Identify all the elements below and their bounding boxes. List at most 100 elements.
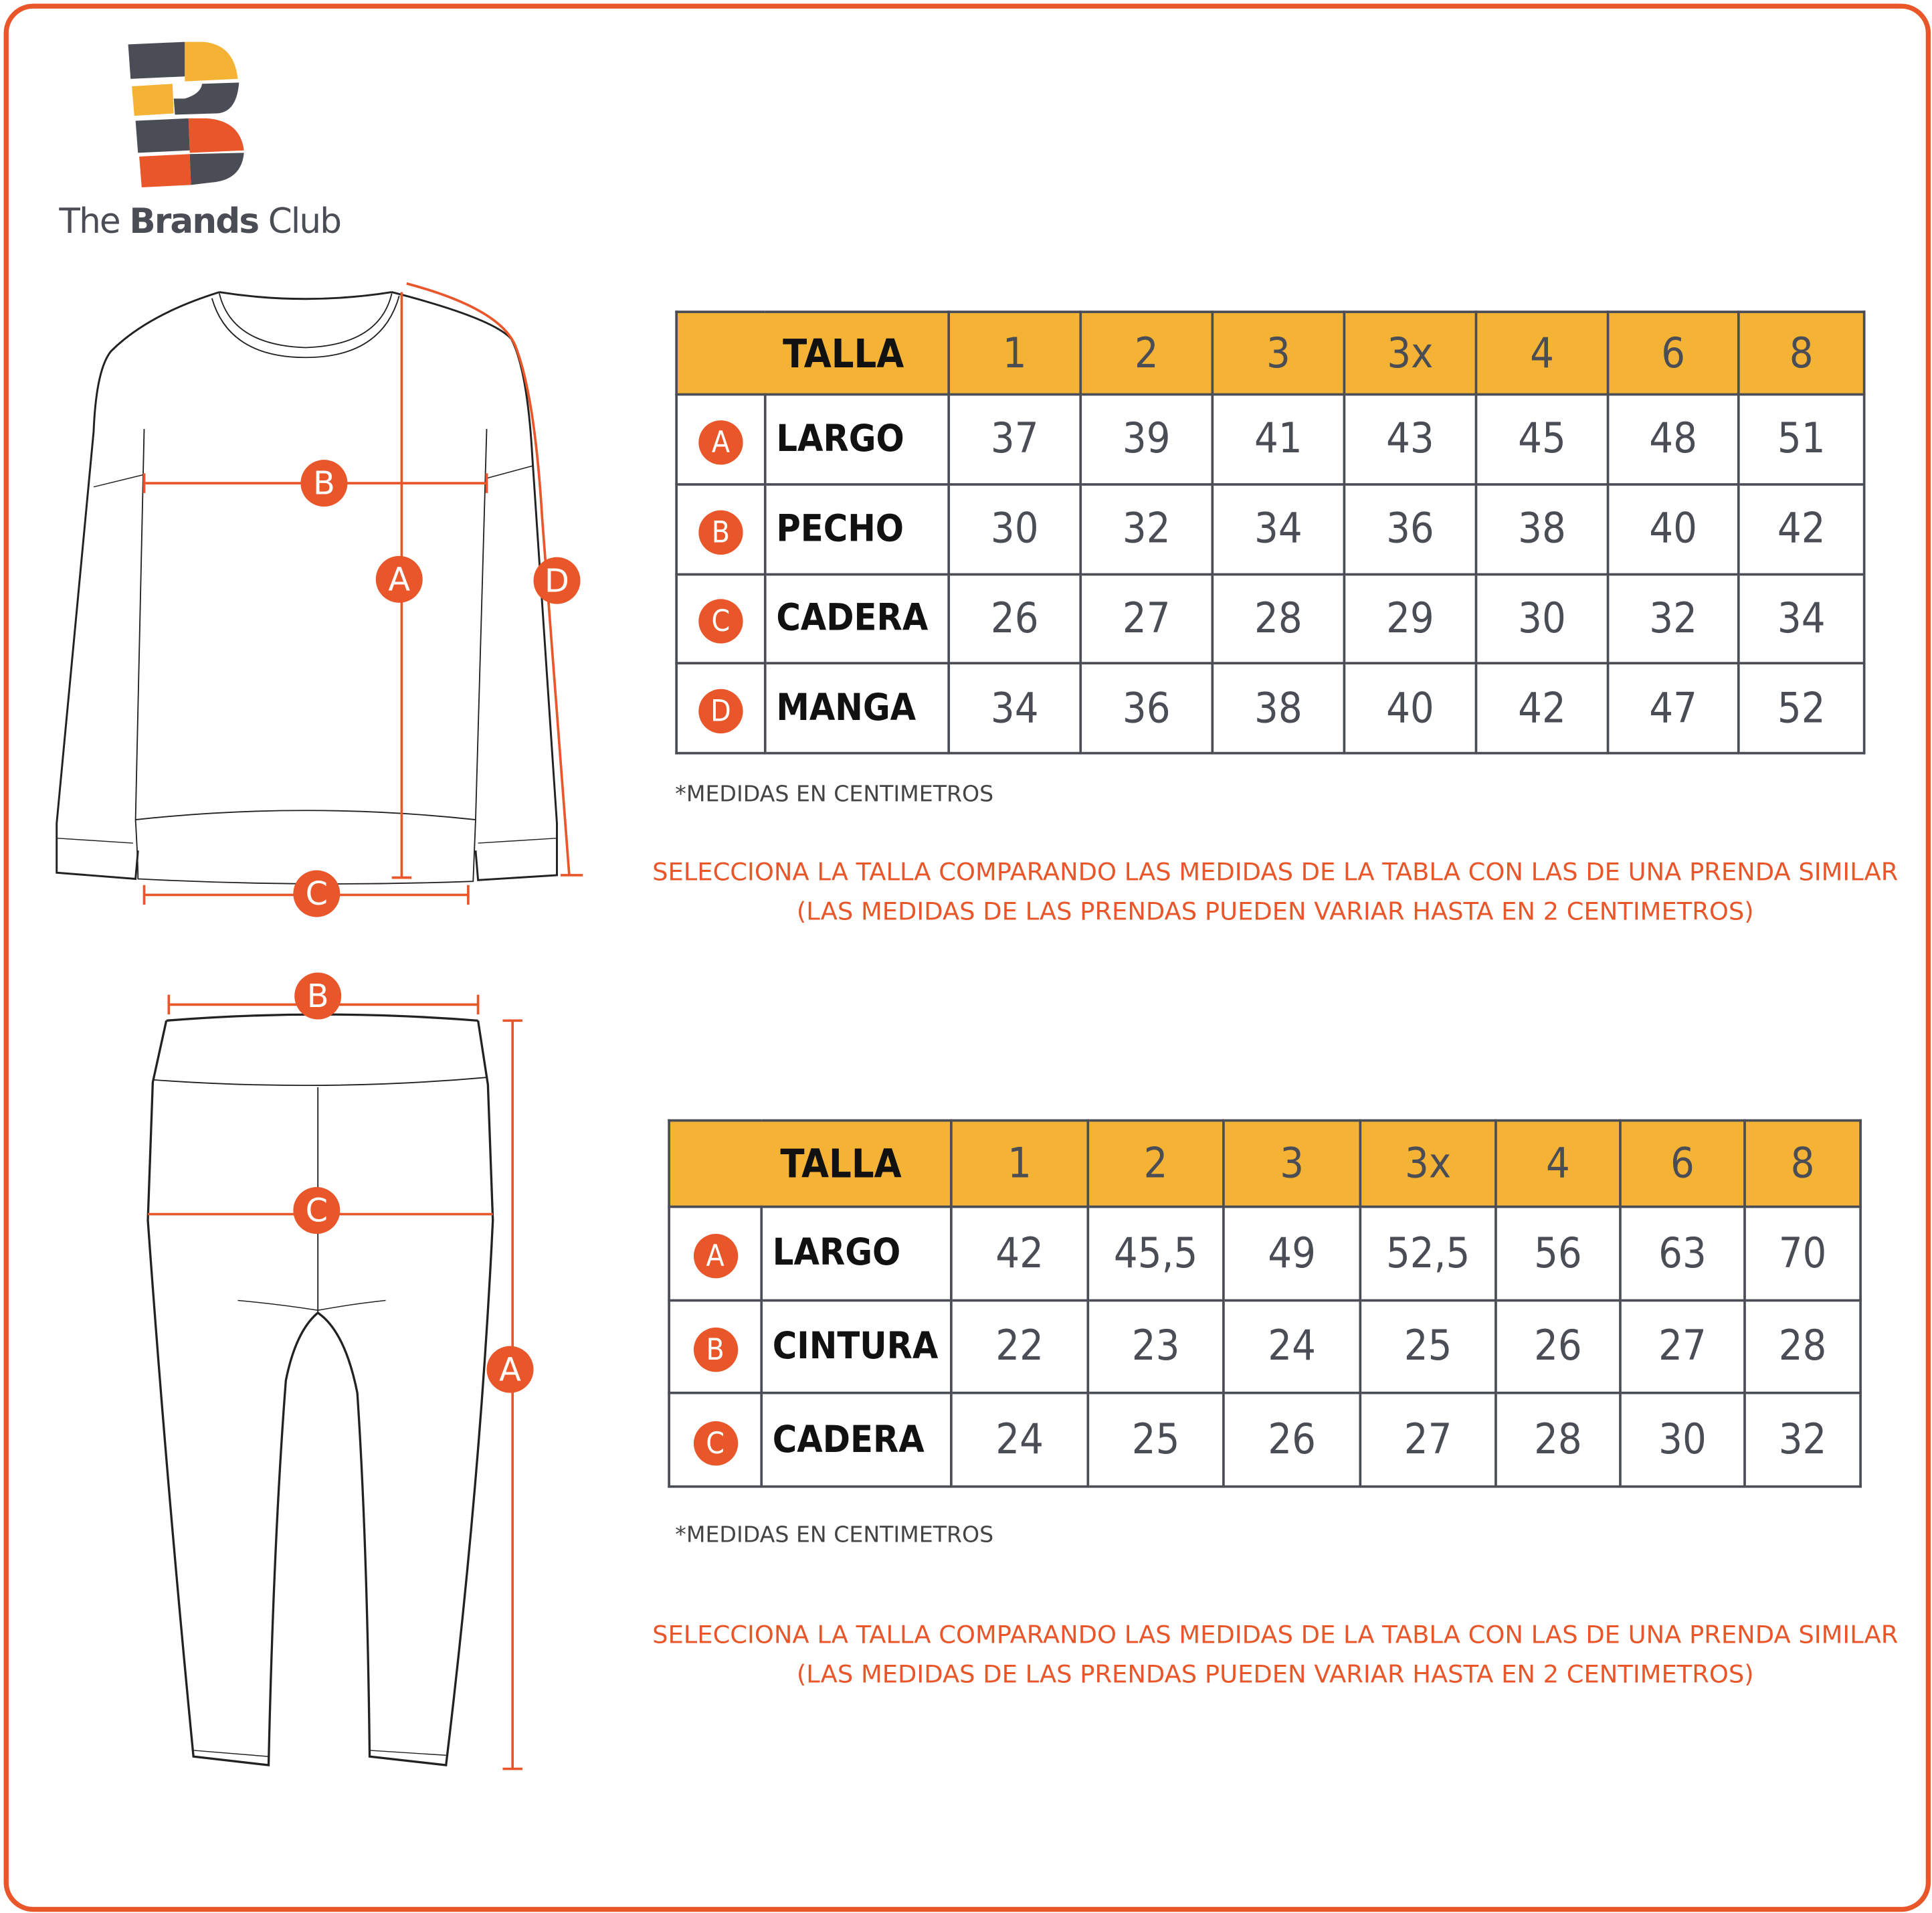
size-header-2: 2 (1086, 1119, 1225, 1208)
brand-name: The Brands Club (59, 201, 342, 242)
measure-value: 34 (947, 662, 1082, 755)
svg-text:A: A (499, 1352, 521, 1388)
talla-header: TALLA (668, 1119, 953, 1208)
measure-value: 34 (1737, 572, 1866, 665)
badge-a: A (375, 555, 423, 603)
size-header-3x: 3x (1343, 310, 1478, 396)
badge-c: C (293, 870, 341, 917)
measure-letter-cell: B (675, 482, 767, 575)
measure-value: 32 (1079, 482, 1214, 575)
size-header-1: 1 (947, 310, 1082, 396)
badge-c: C (293, 1187, 341, 1235)
measure-value: 36 (1079, 662, 1214, 755)
measure-label: MANGA (763, 662, 951, 755)
measure-badge: D (698, 689, 743, 734)
measure-value: 45,5 (1086, 1205, 1225, 1301)
measure-label: LARGO (763, 393, 951, 486)
measure-value: 36 (1343, 482, 1478, 575)
measure-value: 24 (1222, 1299, 1362, 1395)
table-row-cadera: C CADERA 24 25 26 27 28 30 32 (668, 1392, 1862, 1488)
instruction-line-1: SELECCIONA LA TALLA COMPARANDO LAS MEDID… (652, 1619, 1899, 1649)
sweater-size-table: TALLA 1 2 3 3x 4 6 8 A LARGO 37 39 41 43 45 48 51 B PECHO 3… (675, 310, 1866, 755)
units-note: *MEDIDAS EN CENTIMETROS (675, 1522, 994, 1548)
measure-label: LARGO (760, 1205, 953, 1301)
measure-value: 48 (1606, 393, 1740, 486)
page-border (3, 3, 1931, 1912)
pants-size-table: TALLA 1 2 3 3x 4 6 8 A LARGO 42 45,5 49 52,5 56 63 70 B CI… (668, 1119, 1862, 1488)
measure-value: 49 (1222, 1205, 1362, 1301)
measure-value: 63 (1619, 1205, 1746, 1301)
measure-value: 34 (1211, 482, 1346, 575)
pants-measure-lines (148, 994, 522, 1770)
size-header-6: 6 (1606, 310, 1740, 396)
measure-badge: A (698, 420, 743, 465)
instruction-text: SELECCIONA LA TALLA COMPARANDO LAS MEDID… (641, 1615, 1910, 1694)
measure-value: 30 (1474, 572, 1610, 665)
measure-label: PECHO (763, 482, 951, 575)
table-row-largo: A LARGO 37 39 41 43 45 48 51 (675, 393, 1866, 486)
size-header-3: 3 (1211, 310, 1346, 396)
instruction-line-2: (LAS MEDIDAS DE LAS PRENDAS PUEDEN VARIA… (796, 1659, 1754, 1689)
measure-value: 42 (1474, 662, 1610, 755)
measure-letter-cell: C (675, 572, 767, 665)
table-row-cadera: C CADERA 26 27 28 29 30 32 34 (675, 572, 1866, 665)
badge-a: A (486, 1346, 534, 1393)
measure-value: 51 (1737, 393, 1866, 486)
measure-badge: C (698, 600, 743, 644)
badge-d: D (533, 557, 581, 604)
measure-value: 52,5 (1359, 1205, 1497, 1301)
instruction-line-2: (LAS MEDIDAS DE LAS PRENDAS PUEDEN VARIA… (796, 896, 1754, 926)
svg-text:B: B (307, 978, 329, 1015)
measure-value: 25 (1359, 1299, 1497, 1395)
measure-letter-cell: B (668, 1299, 763, 1395)
measure-value: 28 (1743, 1299, 1862, 1395)
measure-value: 42 (950, 1205, 1090, 1301)
instruction-text: SELECCIONA LA TALLA COMPARANDO LAS MEDID… (641, 852, 1910, 931)
measure-value: 27 (1359, 1392, 1497, 1488)
table-row-manga: D MANGA 34 36 38 40 42 47 52 (675, 662, 1866, 755)
measure-value: 26 (947, 572, 1082, 665)
measure-value: 32 (1606, 572, 1740, 665)
measure-letter-cell: A (668, 1205, 763, 1301)
measure-value: 56 (1494, 1205, 1622, 1301)
svg-text:C: C (306, 876, 328, 913)
measure-badge: B (698, 509, 743, 555)
size-header-8: 8 (1737, 310, 1866, 396)
badge-b: B (294, 972, 342, 1020)
size-header-3x: 3x (1359, 1119, 1497, 1208)
measure-value: 30 (1619, 1392, 1746, 1488)
measure-value: 26 (1222, 1392, 1362, 1488)
measure-value: 26 (1494, 1299, 1622, 1395)
talla-header: TALLA (675, 310, 951, 396)
measure-letter-cell: D (675, 662, 767, 755)
measure-value: 52 (1737, 662, 1866, 755)
table-row-largo: A LARGO 42 45,5 49 52,5 56 63 70 (668, 1205, 1862, 1301)
measure-label: CADERA (760, 1392, 953, 1488)
header-row: TALLA 1 2 3 3x 4 6 8 (668, 1119, 1862, 1208)
header-row: TALLA 1 2 3 3x 4 6 8 (675, 310, 1866, 396)
units-note: *MEDIDAS EN CENTIMETROS (675, 781, 994, 808)
measure-value: 40 (1606, 482, 1740, 575)
badge-b: B (300, 460, 348, 507)
measure-badge: C (693, 1421, 738, 1465)
measure-value: 39 (1079, 393, 1214, 486)
measure-value: 28 (1494, 1392, 1622, 1488)
sweater-badges: B A D C (293, 460, 581, 917)
measure-letter-cell: A (675, 393, 767, 486)
measure-value: 37 (947, 393, 1082, 486)
svg-text:D: D (545, 563, 569, 600)
measure-value: 30 (947, 482, 1082, 575)
measure-value: 24 (950, 1392, 1090, 1488)
logo-b-icon (128, 41, 244, 188)
measure-value: 41 (1211, 393, 1346, 486)
svg-text:B: B (313, 466, 335, 503)
size-header-1: 1 (950, 1119, 1090, 1208)
measure-value: 38 (1474, 482, 1610, 575)
measure-value: 40 (1343, 662, 1478, 755)
measure-letter-cell: C (668, 1392, 763, 1488)
measure-value: 25 (1086, 1392, 1225, 1488)
size-header-6: 6 (1619, 1119, 1746, 1208)
